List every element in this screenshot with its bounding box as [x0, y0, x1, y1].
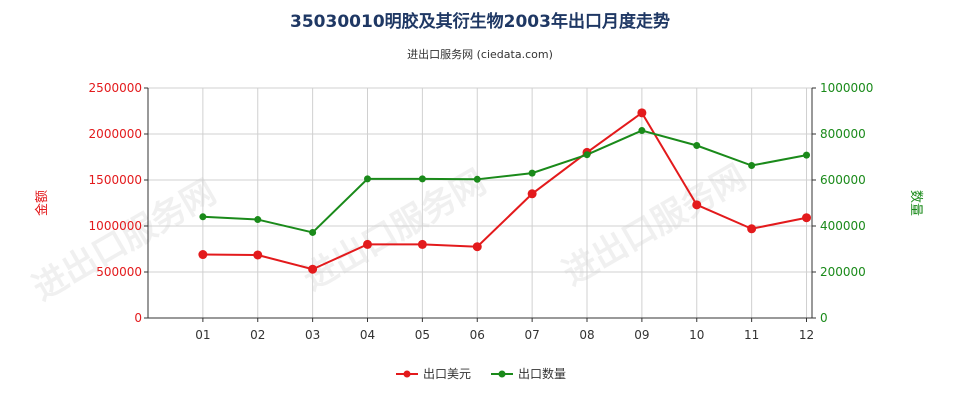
x-tick-label: 08	[579, 328, 594, 342]
data-point-series-2	[418, 175, 426, 183]
data-point-series-2	[309, 228, 317, 236]
data-point-series-2	[638, 127, 646, 135]
x-tick-label: 06	[470, 328, 485, 342]
x-tick-label: 04	[360, 328, 375, 342]
data-point-series-2	[473, 175, 481, 183]
y-right-tick-label: 400000	[820, 219, 866, 233]
x-tick-label: 12	[799, 328, 814, 342]
y-left-tick-label: 1500000	[89, 173, 142, 187]
data-point-series-2	[583, 151, 591, 159]
data-point-series-1	[692, 200, 702, 210]
x-tick-label: 09	[634, 328, 649, 342]
data-point-series-2	[528, 169, 536, 177]
y-left-tick-label: 2500000	[89, 81, 142, 95]
data-point-series-2	[254, 216, 262, 224]
y-right-tick-label: 1000000	[820, 81, 873, 95]
series-line-1	[202, 111, 807, 271]
y-right-tick-label: 0	[820, 311, 828, 325]
legend: 出口美元 出口数量	[396, 366, 566, 381]
y-left-tick-label: 1000000	[89, 219, 142, 233]
y-left-tick-label: 500000	[96, 265, 142, 279]
legend-label: 出口数量	[518, 366, 566, 381]
data-point-series-2	[803, 151, 811, 159]
x-tick-label: 01	[195, 328, 210, 342]
y-left-tick-label: 2000000	[89, 127, 142, 141]
data-point-series-1	[802, 213, 812, 223]
series-line-2	[202, 129, 807, 234]
y-right-tick-label: 600000	[820, 173, 866, 187]
y-right-tick-label: 200000	[820, 265, 866, 279]
data-point-series-2	[199, 213, 207, 221]
legend-swatch-marker	[403, 370, 411, 378]
x-tick-label: 03	[305, 328, 320, 342]
watermark-text: 进出口服务网	[556, 157, 753, 294]
data-point-series-1	[472, 242, 482, 252]
data-point-series-1	[417, 239, 427, 249]
data-point-series-1	[363, 239, 373, 249]
chart-subtitle: 进出口服务网 (ciedata.com)	[407, 47, 553, 61]
data-point-series-2	[364, 175, 372, 183]
data-point-series-1	[527, 189, 537, 199]
data-point-series-1	[308, 264, 318, 274]
axes-layer: 0 500000 1000000 1500000 2000000 2500000 0 2000…	[89, 81, 874, 342]
x-tick-label: 07	[524, 328, 539, 342]
y-axis-right-label: 数量	[908, 190, 923, 216]
y-right-tick-label: 800000	[820, 127, 866, 141]
legend-swatch-marker	[498, 370, 506, 378]
watermark-text: 进出口服务网	[26, 172, 223, 309]
data-point-series-2	[693, 142, 701, 149]
x-tick-label: 02	[250, 328, 265, 342]
data-point-series-1	[253, 250, 263, 260]
data-point-series-1	[198, 250, 208, 260]
data-point-series-1	[637, 108, 647, 118]
data-point-series-2	[748, 162, 756, 170]
y-axis-left-label: 金额	[34, 190, 50, 216]
chart-title: 35030010明胶及其衍生物2003年出口月度走势	[290, 11, 670, 32]
series-layer	[198, 108, 812, 274]
x-tick-label: 11	[744, 328, 759, 342]
x-tick-label: 05	[415, 328, 430, 342]
y-left-tick-label: 0	[134, 311, 142, 325]
x-tick-label: 10	[689, 328, 704, 342]
watermark-text: 进出口服务网	[296, 162, 493, 299]
data-point-series-1	[747, 224, 757, 234]
legend-label: 出口美元	[423, 367, 471, 381]
